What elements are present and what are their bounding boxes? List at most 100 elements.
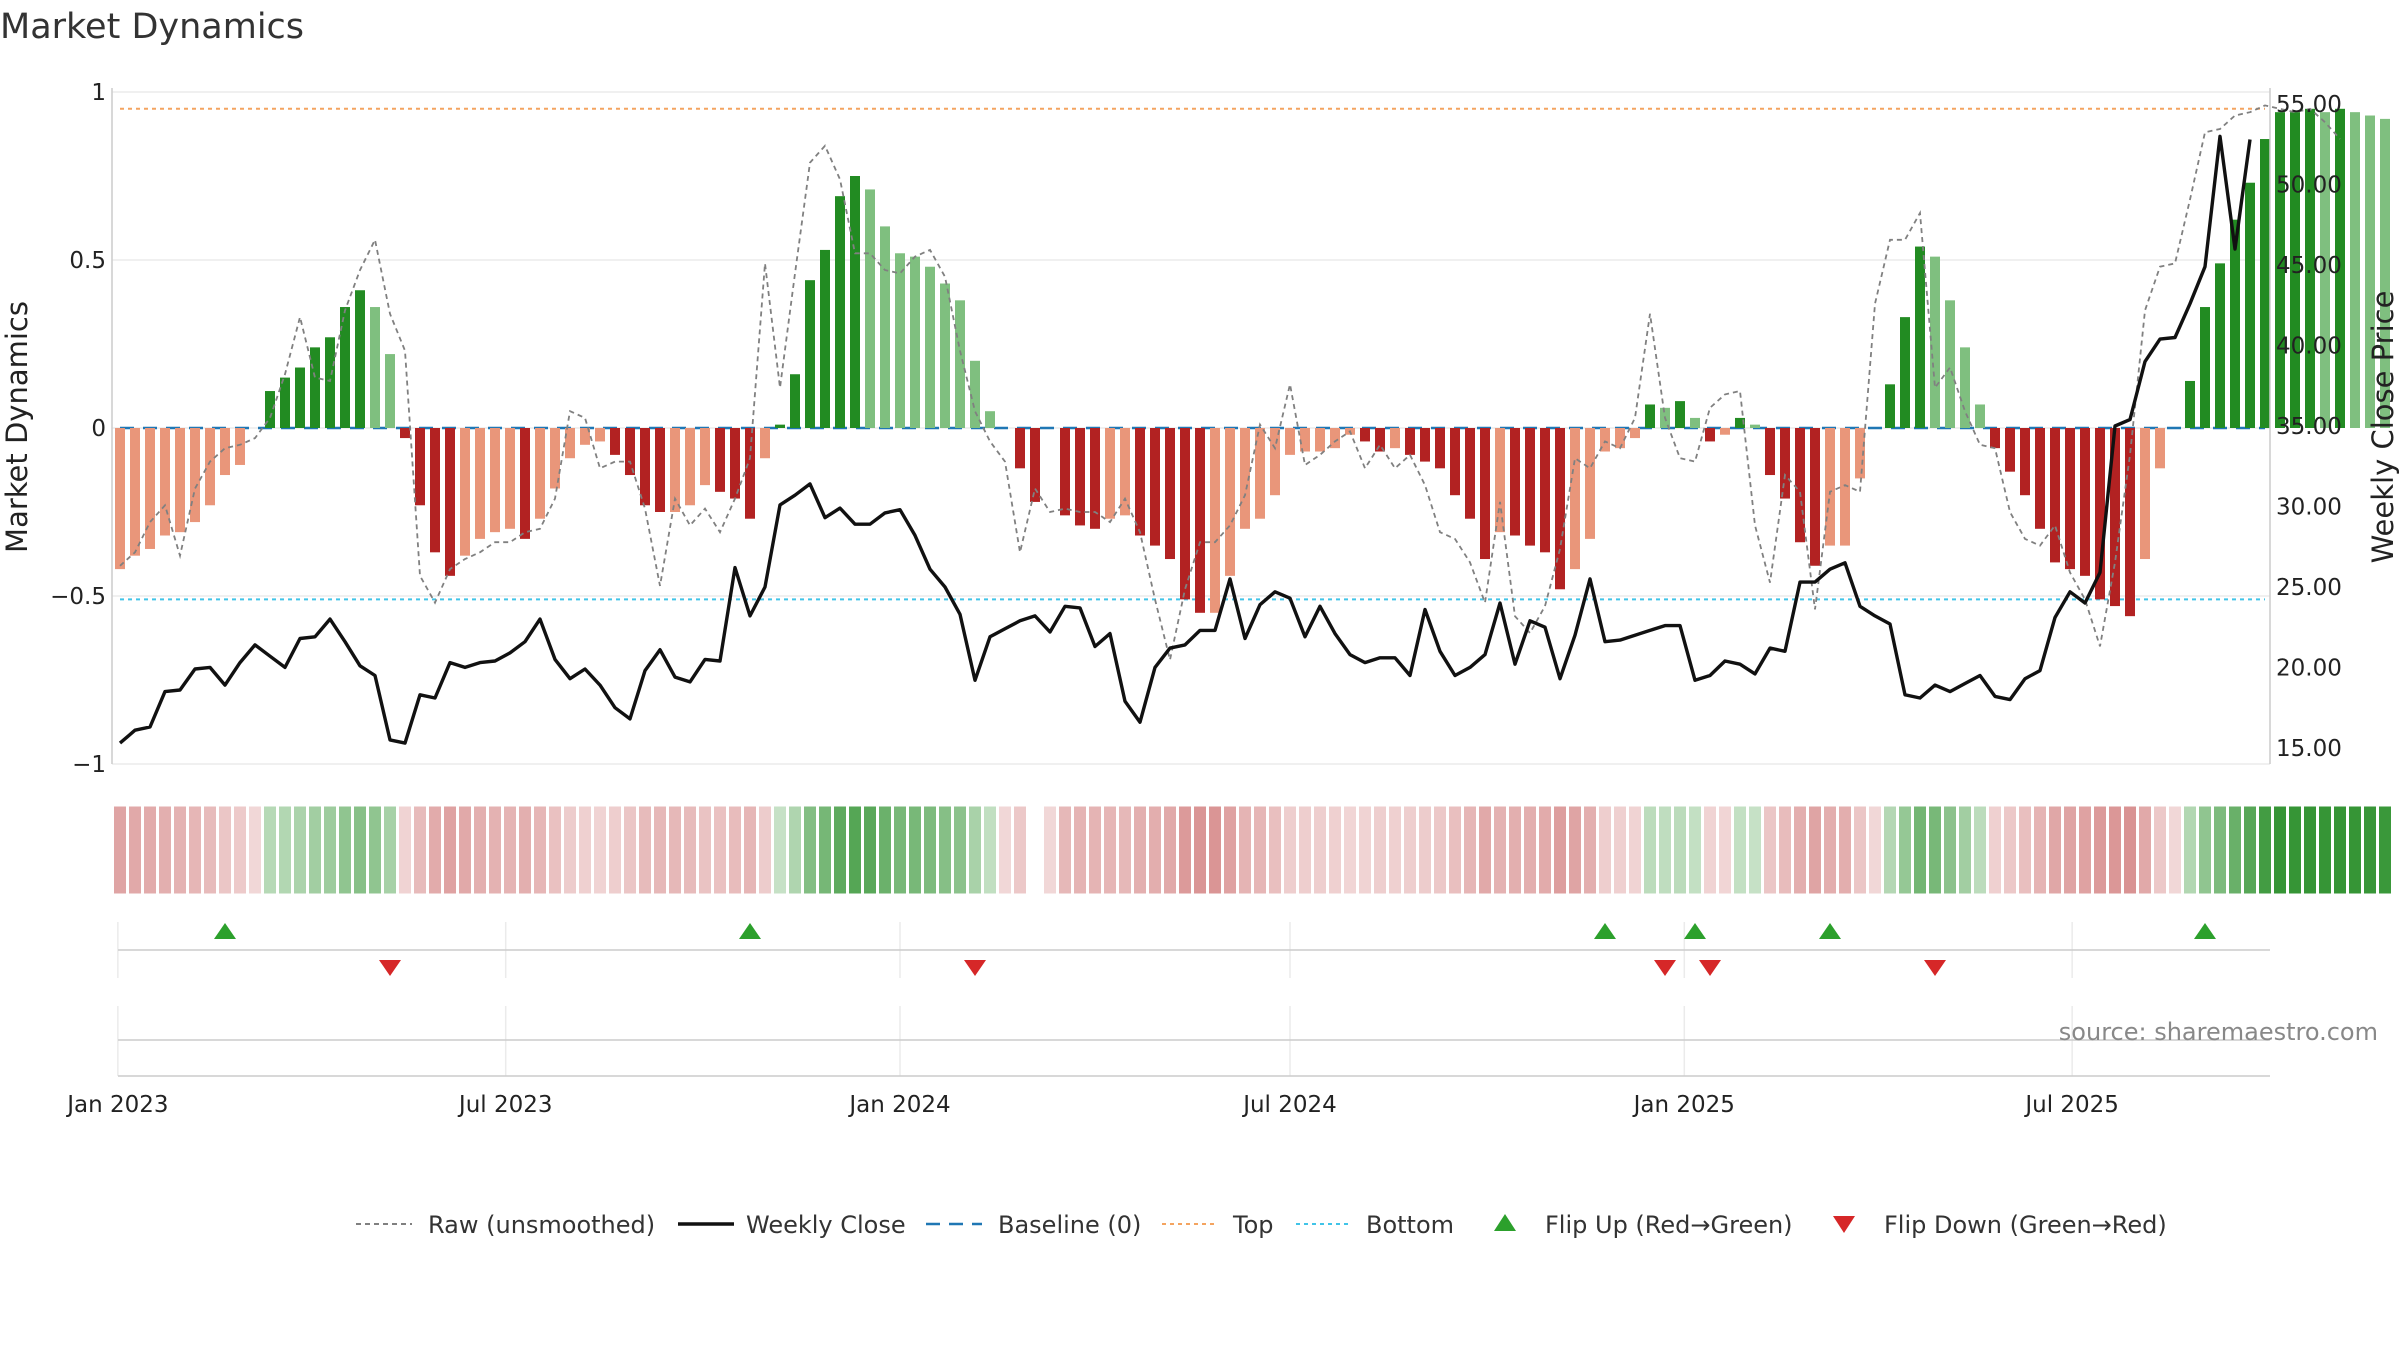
regime-cell <box>188 805 202 895</box>
regime-cell <box>2003 805 2017 895</box>
dynamics-bar <box>625 428 635 476</box>
dynamics-bar <box>265 391 275 428</box>
flip-markers <box>214 923 2216 976</box>
dynamics-bar <box>940 283 950 428</box>
green-up-triangle-icon <box>1494 1214 1516 1231</box>
dynamics-bar <box>1555 428 1565 590</box>
regime-cell <box>263 805 277 895</box>
regime-cell <box>2168 805 2182 895</box>
dynamics-bar <box>1525 428 1535 546</box>
dynamics-bar <box>985 411 995 428</box>
right-tick-label: 30.00 <box>2276 494 2342 520</box>
right-tick-label: 40.00 <box>2276 334 2342 360</box>
regime-cell <box>1568 805 1582 895</box>
dynamics-bar <box>2065 428 2075 570</box>
dynamics-bar <box>355 290 365 428</box>
dynamics-bar <box>790 374 800 428</box>
dynamics-bar <box>280 377 290 428</box>
dynamics-bar <box>1570 428 1580 570</box>
dynamics-bar <box>1120 428 1130 516</box>
dynamics-bar <box>850 176 860 428</box>
regime-cell <box>638 805 652 895</box>
dynamics-bar <box>865 189 875 428</box>
regime-cell <box>113 805 127 895</box>
regime-cell <box>353 805 367 895</box>
regime-cell <box>2123 805 2137 895</box>
dynamics-bar <box>970 360 980 428</box>
regime-cell <box>863 805 877 895</box>
regime-cell <box>443 805 457 895</box>
regime-cell <box>848 805 862 895</box>
dynamics-bar <box>2380 118 2390 428</box>
dynamics-bar <box>1480 428 1490 560</box>
dynamics-bar <box>1495 428 1505 533</box>
regime-cell <box>1133 805 1147 895</box>
flip-up-marker <box>1819 923 1841 939</box>
regime-cell <box>233 805 247 895</box>
dynamics-bar <box>1180 428 1190 600</box>
right-tick-label: 50.00 <box>2276 173 2342 199</box>
dynamics-bar <box>2095 428 2105 600</box>
dynamics-bar <box>1705 428 1715 442</box>
regime-cell <box>383 805 397 895</box>
dynamics-bar <box>370 307 380 428</box>
regime-cell <box>1913 805 1927 895</box>
x-tick-label: Jan 2023 <box>65 1092 168 1118</box>
regime-cell <box>2228 805 2242 895</box>
regime-cell <box>1433 805 1447 895</box>
regime-cell <box>1583 805 1597 895</box>
dynamics-bar <box>325 337 335 428</box>
regime-cell <box>1928 805 1942 895</box>
regime-cell <box>2063 805 2077 895</box>
regime-cell <box>1298 805 1312 895</box>
dynamics-bar <box>880 226 890 428</box>
dynamics-bar <box>1795 428 1805 543</box>
regime-cell <box>1703 805 1717 895</box>
regime-cell <box>1523 805 1537 895</box>
dynamics-bar <box>565 428 575 459</box>
x-tick-label: Jul 2024 <box>1241 1092 1337 1118</box>
regime-cell <box>1238 805 1252 895</box>
dynamics-bar <box>925 266 935 428</box>
dynamics-bar <box>595 428 605 442</box>
regime-cell <box>668 805 682 895</box>
regime-cell <box>1418 805 1432 895</box>
dynamics-bar <box>1225 428 1235 576</box>
regime-cell <box>1688 805 1702 895</box>
dynamics-bar <box>1150 428 1160 546</box>
regime-cell <box>1388 805 1402 895</box>
regime-cell <box>1868 805 1882 895</box>
dynamics-bar <box>2290 112 2300 428</box>
dynamics-bar <box>2125 428 2135 617</box>
regime-cell <box>1658 805 1672 895</box>
dynamics-bar <box>1945 300 1955 428</box>
dynamics-bar <box>2005 428 2015 472</box>
regime-cell <box>1898 805 1912 895</box>
dynamics-bar <box>190 428 200 523</box>
regime-cell <box>2093 805 2107 895</box>
legend-label: Top <box>1232 1211 1274 1239</box>
regime-cell <box>2108 805 2122 895</box>
regime-cell <box>1823 805 1837 895</box>
dynamics-bar <box>175 428 185 533</box>
dynamics-bar <box>2110 428 2120 607</box>
regime-cell <box>2198 805 2212 895</box>
regime-cell <box>2138 805 2152 895</box>
regime-cell <box>2153 805 2167 895</box>
dynamics-bar <box>2260 139 2270 429</box>
regime-cell <box>1073 805 1087 895</box>
dynamics-bar <box>2350 112 2360 428</box>
regime-cell <box>1208 805 1222 895</box>
dynamics-bar <box>145 428 155 549</box>
regime-cell <box>1598 805 1612 895</box>
dynamics-bar <box>1390 428 1400 449</box>
regime-cell <box>578 805 592 895</box>
dynamics-bar <box>760 428 770 459</box>
regime-cell <box>908 805 922 895</box>
dynamics-bar <box>745 428 755 519</box>
regime-cell <box>728 805 742 895</box>
regime-cell <box>1748 805 1762 895</box>
dynamics-bar <box>130 428 140 556</box>
dynamics-bar <box>955 300 965 428</box>
dynamics-bar <box>1780 428 1790 499</box>
